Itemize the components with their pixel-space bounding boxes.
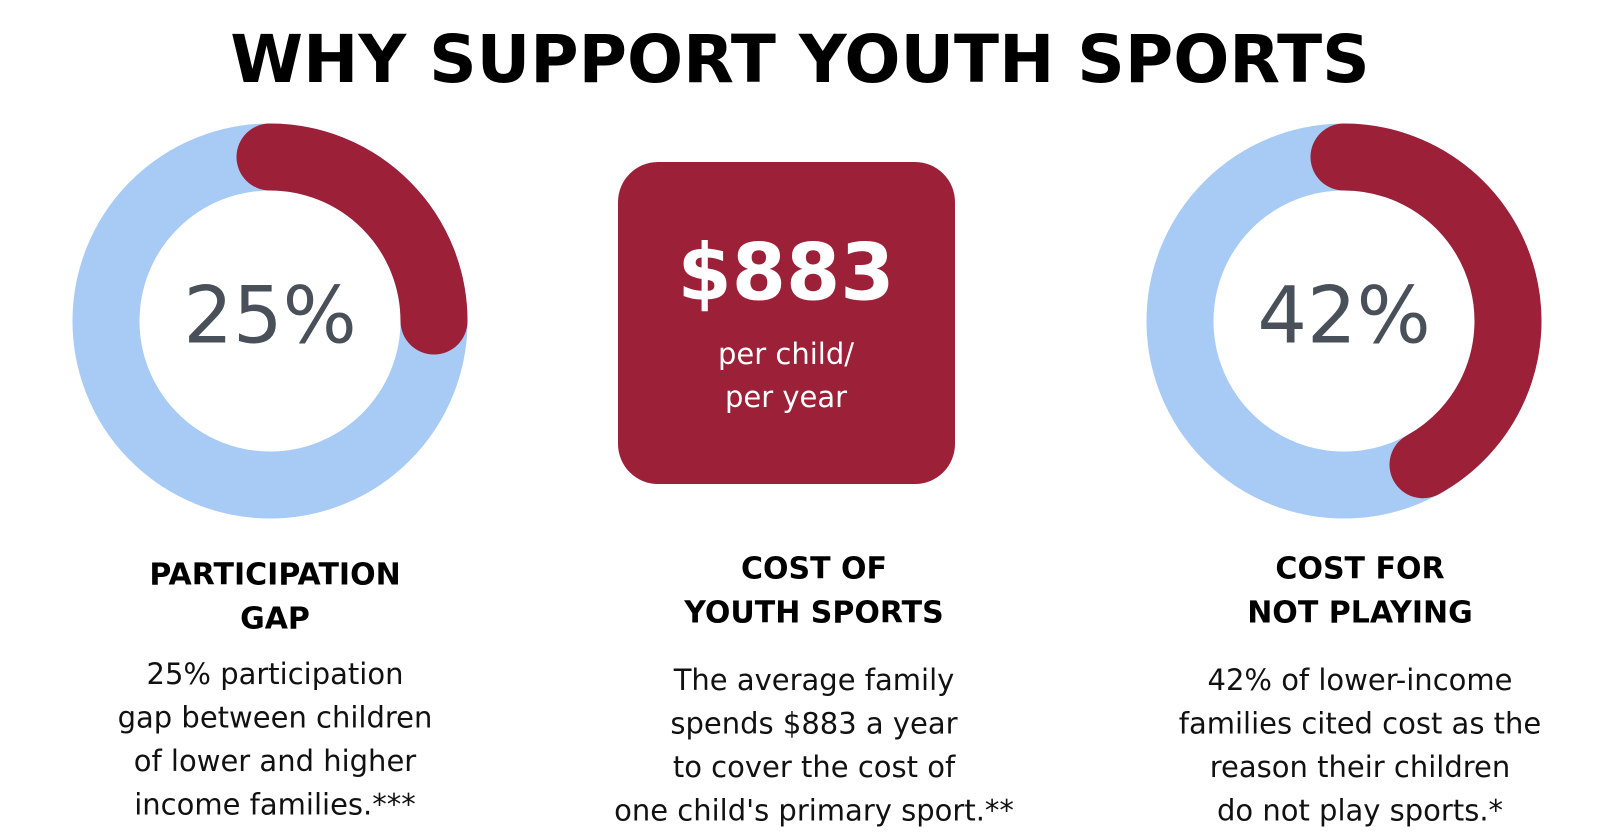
column-heading: COST OF: [741, 552, 887, 587]
column-body: of lower and higher: [134, 744, 417, 778]
highlight-amount: $883: [677, 228, 894, 318]
highlight-line: per year: [725, 380, 847, 414]
column-heading: NOT PLAYING: [1247, 596, 1473, 631]
column-body: spends $883 a year: [670, 707, 957, 741]
column-body: gap between children: [118, 701, 433, 735]
column-body: to cover the cost of: [673, 750, 956, 784]
column-heading: YOUTH SPORTS: [683, 596, 943, 631]
highlight-box: [618, 162, 955, 484]
column-body: The average family: [673, 663, 955, 697]
column-body: do not play sports.*: [1217, 794, 1503, 828]
page-title: WHY SUPPORT YOUTH SPORTS: [230, 21, 1369, 98]
highlight-line: per child/: [718, 337, 854, 371]
column-body: 42% of lower-income: [1208, 663, 1513, 697]
column-body: 25% participation: [147, 657, 404, 691]
donut-label: 25%: [183, 271, 356, 361]
column-body: one child's primary sport.**: [614, 794, 1014, 828]
column-body: income families.***: [134, 788, 416, 822]
donut-label: 42%: [1257, 271, 1430, 361]
column-heading: PARTICIPATION: [149, 558, 400, 593]
donut-arc: [1310, 123, 1542, 499]
column-heading: COST FOR: [1275, 552, 1444, 587]
column-body: families cited cost as the: [1179, 707, 1542, 741]
donut-arc: [236, 123, 468, 355]
column-heading: GAP: [240, 602, 310, 637]
column-body: reason their children: [1210, 750, 1511, 784]
